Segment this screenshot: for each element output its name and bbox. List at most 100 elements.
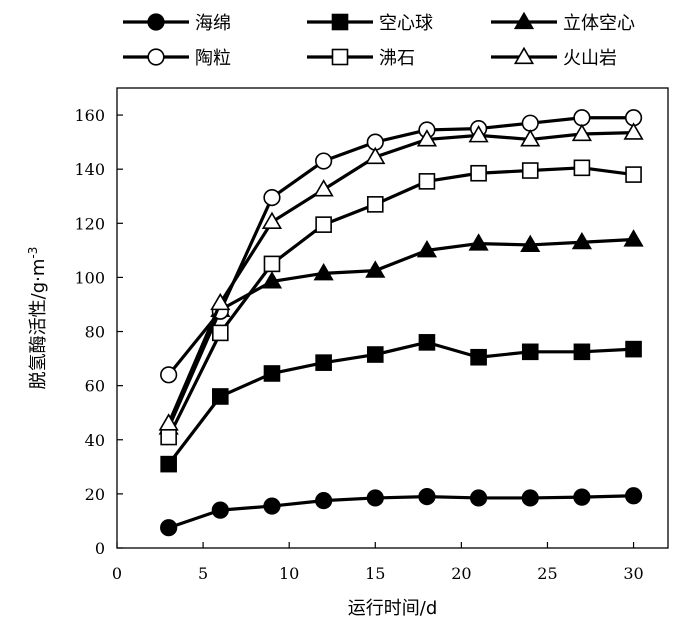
data-point — [366, 196, 384, 213]
y-tick-label: 60 — [85, 377, 105, 396]
y-axis-title-superscript: -3 — [26, 247, 40, 259]
data-point — [418, 487, 436, 506]
y-tick-label: 40 — [85, 431, 105, 450]
axis-ticks: 0 20 40 60 80 100 120 140 160 0 5 10 15 20 25 30 — [74, 106, 643, 583]
legend-marker — [147, 13, 165, 31]
data-point — [366, 489, 384, 507]
data-point — [212, 324, 229, 342]
data-point — [520, 129, 541, 147]
x-tick-label: 20 — [451, 564, 471, 583]
legend-marker — [513, 46, 535, 65]
series-4 — [160, 109, 643, 384]
x-tick-label: 10 — [279, 564, 299, 583]
data-point — [418, 334, 436, 351]
data-point — [470, 348, 487, 366]
data-point — [263, 365, 281, 382]
data-point — [573, 488, 591, 506]
data-point — [625, 340, 642, 358]
data-point — [263, 188, 281, 207]
data-point — [468, 125, 489, 143]
series-line — [167, 116, 634, 376]
data-point — [571, 231, 592, 250]
data-point — [521, 489, 539, 507]
legend-label: 火山岩 — [563, 48, 617, 69]
data-point — [520, 234, 541, 253]
legend-marker — [331, 48, 349, 66]
legend-item: 沸石 — [307, 48, 415, 69]
legend-label: 沸石 — [379, 48, 415, 69]
data-point — [416, 240, 438, 258]
data-point — [521, 114, 539, 132]
data-point — [263, 497, 281, 515]
series-line — [167, 166, 634, 438]
legend-marker — [513, 11, 535, 30]
series-group — [158, 109, 644, 537]
data-point — [624, 487, 643, 505]
y-axis-title-main: 脱氢酶活性/g·m — [28, 259, 49, 390]
plot-frame — [116, 87, 669, 549]
data-point — [160, 519, 178, 537]
x-tick-label: 15 — [365, 564, 385, 583]
data-point — [521, 162, 539, 179]
data-point — [212, 388, 229, 405]
y-tick-label: 100 — [74, 268, 105, 287]
y-tick-label: 140 — [74, 160, 105, 179]
data-point — [469, 489, 488, 507]
series-3 — [158, 229, 644, 435]
legend-item: 海绵 — [123, 13, 231, 34]
legend-item: 陶粒 — [123, 48, 231, 69]
data-point — [160, 366, 178, 384]
data-point — [366, 346, 384, 363]
series-line — [167, 237, 634, 429]
x-tick-label: 30 — [623, 564, 643, 583]
data-point — [573, 159, 591, 177]
x-tick-label: 0 — [112, 564, 122, 583]
data-point — [315, 492, 333, 510]
y-tick-label: 0 — [95, 539, 105, 558]
data-point — [521, 343, 539, 361]
y-axis-title: 脱氢酶活性/g·m-3 — [26, 247, 49, 390]
data-point — [261, 211, 283, 230]
data-point — [211, 501, 229, 519]
data-point — [625, 166, 642, 183]
data-point — [261, 271, 283, 289]
series-6 — [158, 122, 644, 431]
legend-label: 陶粒 — [195, 48, 231, 69]
data-point — [158, 413, 179, 431]
data-point — [315, 152, 333, 170]
data-point — [263, 255, 281, 273]
data-point — [573, 109, 591, 127]
data-point — [416, 129, 438, 147]
legend-item: 立体空心 — [491, 11, 635, 34]
legend-label: 海绵 — [195, 13, 231, 34]
data-point — [313, 179, 334, 197]
data-point — [210, 292, 231, 311]
series-line — [168, 494, 634, 530]
series-2 — [160, 334, 642, 473]
data-point — [160, 455, 177, 473]
series-1 — [160, 487, 643, 537]
x-axis-title: 运行时间/d — [348, 598, 438, 619]
legend-item: 火山岩 — [491, 46, 617, 69]
data-point — [623, 229, 644, 247]
y-tick-label: 20 — [85, 485, 105, 504]
data-point — [418, 173, 436, 190]
data-point — [573, 343, 591, 361]
data-point — [468, 233, 489, 251]
data-point — [160, 428, 177, 446]
legend-label: 空心球 — [379, 13, 433, 34]
data-point — [315, 216, 332, 233]
data-point — [470, 164, 487, 182]
data-point — [315, 354, 332, 371]
y-tick-label: 120 — [74, 214, 105, 233]
legend-item: 空心球 — [307, 13, 433, 34]
legend-marker — [147, 48, 165, 66]
y-tick-label: 80 — [85, 323, 105, 342]
data-point — [571, 123, 592, 142]
data-point — [365, 260, 386, 278]
series-5 — [160, 159, 642, 446]
legend-label: 立体空心 — [563, 13, 635, 34]
